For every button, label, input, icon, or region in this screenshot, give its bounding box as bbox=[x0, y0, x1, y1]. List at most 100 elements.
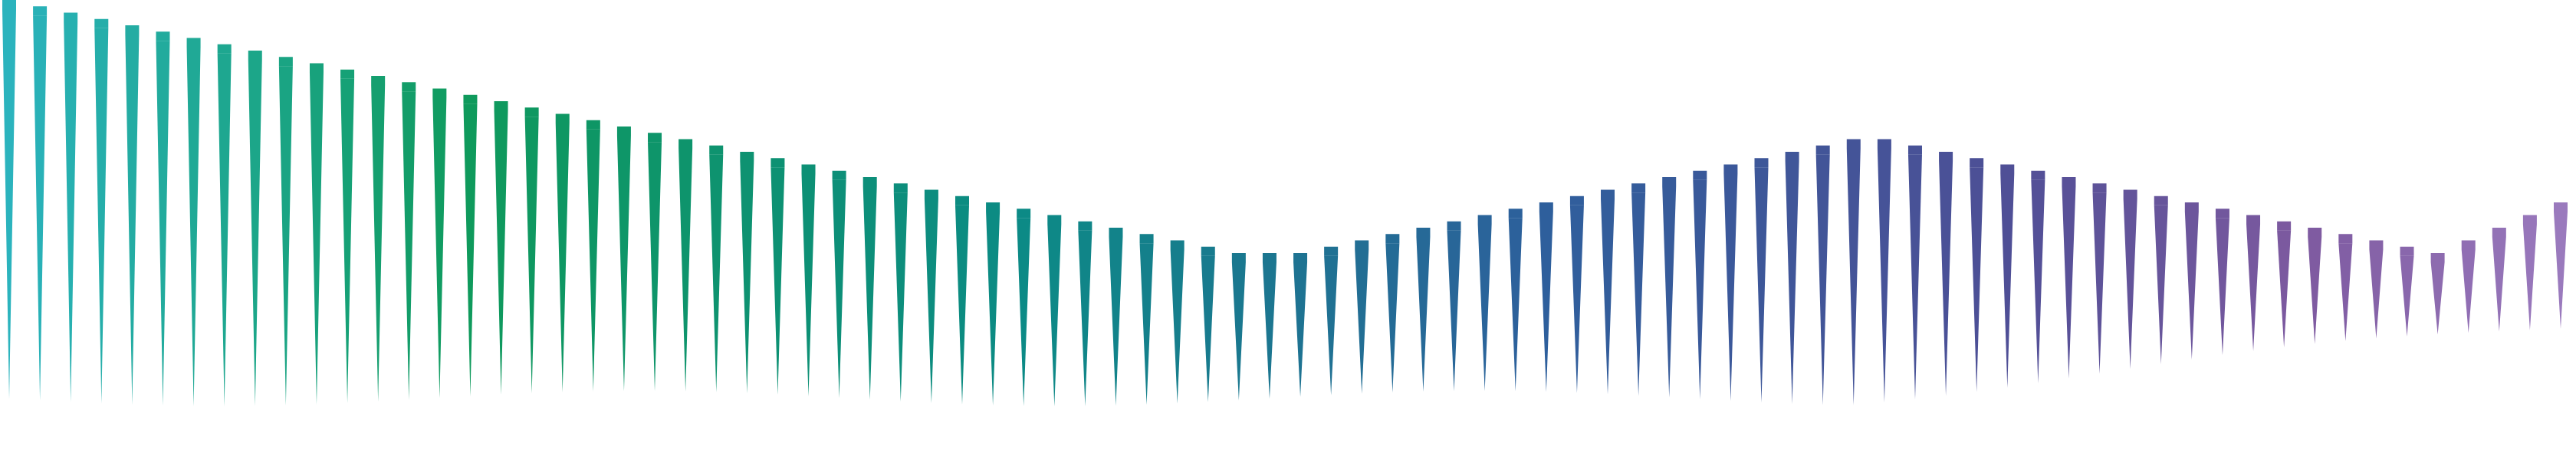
spike-cap bbox=[248, 51, 262, 60]
spike bbox=[309, 72, 324, 405]
spike-cap bbox=[278, 57, 293, 67]
spike-cap bbox=[1170, 240, 1184, 250]
spike bbox=[1416, 237, 1431, 392]
spike bbox=[1385, 243, 1400, 393]
spike-cap bbox=[2400, 246, 2414, 256]
spike-cap bbox=[801, 164, 816, 174]
spike-cap bbox=[1693, 170, 1707, 180]
spike bbox=[125, 34, 140, 405]
spike-cap bbox=[156, 31, 170, 41]
spike bbox=[2554, 212, 2568, 329]
spike-group bbox=[2, 0, 2568, 406]
spike bbox=[494, 110, 508, 395]
spike-cap bbox=[986, 202, 1001, 212]
spike bbox=[1262, 262, 1276, 399]
spike-cap bbox=[1508, 209, 1523, 219]
spike bbox=[616, 136, 631, 392]
spike-cap bbox=[740, 152, 754, 161]
spike-cap bbox=[2277, 221, 2292, 231]
spike-cap bbox=[1662, 177, 1677, 186]
spike bbox=[1231, 262, 1246, 401]
spike-cap bbox=[1815, 145, 1830, 155]
spike bbox=[1355, 249, 1369, 394]
spike-cap bbox=[371, 76, 386, 85]
spike bbox=[2277, 230, 2292, 348]
spike-cap bbox=[1201, 246, 1215, 256]
spike-cap bbox=[64, 12, 78, 22]
spike bbox=[1139, 243, 1154, 405]
spike bbox=[2492, 237, 2506, 332]
spike bbox=[1631, 192, 1646, 396]
spike-cap bbox=[432, 88, 447, 98]
spike bbox=[2184, 212, 2199, 360]
spike bbox=[1539, 212, 1553, 393]
spike-cap bbox=[2430, 253, 2445, 262]
spike-cap bbox=[524, 107, 539, 117]
spike bbox=[463, 104, 478, 396]
spike bbox=[2461, 249, 2476, 334]
spike bbox=[1877, 148, 1891, 402]
spike bbox=[1447, 230, 1461, 392]
spike-cap bbox=[463, 94, 478, 104]
spike-cap bbox=[1017, 209, 1031, 219]
spike-cap bbox=[1907, 145, 1922, 155]
spike bbox=[2308, 237, 2322, 344]
spike-cap bbox=[832, 170, 846, 180]
spike-cap bbox=[555, 113, 570, 123]
spike bbox=[1693, 179, 1707, 399]
spike-cap bbox=[1047, 215, 1062, 225]
spike-cap bbox=[1231, 253, 1246, 262]
spike bbox=[1201, 255, 1215, 402]
spike bbox=[64, 21, 78, 402]
spike-cap bbox=[586, 120, 600, 130]
spike bbox=[1815, 154, 1830, 406]
spike-cap bbox=[1293, 253, 1308, 262]
spike bbox=[555, 123, 570, 393]
spike bbox=[986, 212, 1001, 406]
spike-cap bbox=[2000, 164, 2015, 174]
spike-cap bbox=[340, 69, 355, 79]
spike bbox=[2400, 255, 2414, 337]
spike-cap bbox=[1631, 183, 1646, 193]
spike-cap bbox=[1416, 228, 1431, 237]
spike bbox=[1477, 224, 1492, 392]
spike bbox=[1785, 161, 1799, 404]
spike bbox=[678, 148, 693, 392]
spike-cap bbox=[648, 133, 662, 143]
spike bbox=[1293, 262, 1308, 397]
spike bbox=[924, 199, 938, 403]
spike bbox=[1508, 218, 1523, 392]
spike-cap bbox=[2123, 189, 2137, 199]
spike-cap bbox=[709, 145, 724, 155]
spike-cap bbox=[1324, 246, 1339, 256]
spike-cap bbox=[2461, 240, 2476, 250]
spike-cap bbox=[2184, 202, 2199, 212]
spike bbox=[2522, 224, 2537, 330]
spike bbox=[586, 129, 600, 392]
spike-cap bbox=[863, 177, 877, 186]
spike-cap bbox=[770, 158, 785, 168]
spike-cap bbox=[2522, 215, 2537, 225]
spike bbox=[94, 28, 109, 404]
spike bbox=[648, 142, 662, 392]
spike-cap bbox=[1970, 158, 1984, 168]
spike-cap bbox=[924, 189, 938, 199]
spike bbox=[33, 15, 48, 401]
spike-cap bbox=[1785, 152, 1799, 161]
spike bbox=[1907, 154, 1922, 399]
spike-cap bbox=[2369, 240, 2384, 250]
spike-cap bbox=[1355, 240, 1369, 250]
spike bbox=[1170, 249, 1184, 404]
spike-cap bbox=[2062, 177, 2076, 186]
spike bbox=[1723, 173, 1738, 402]
spike bbox=[740, 161, 754, 394]
spike bbox=[2369, 249, 2384, 339]
spike bbox=[893, 192, 908, 402]
spike bbox=[1601, 199, 1615, 395]
spike bbox=[832, 179, 846, 399]
spike-cap bbox=[1723, 164, 1738, 174]
spike bbox=[248, 60, 262, 406]
spike bbox=[2123, 199, 2137, 370]
spike bbox=[1078, 230, 1092, 406]
